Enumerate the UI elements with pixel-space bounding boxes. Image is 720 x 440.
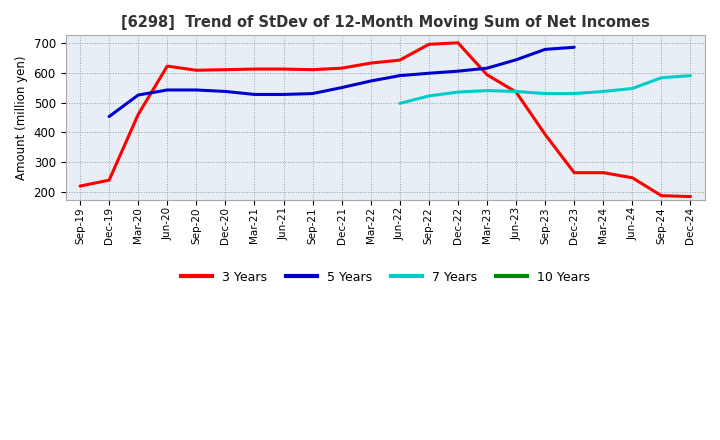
5 Years (454, 69, 462, 74)
3 Years (425, 42, 433, 47)
5 Years (541, 47, 549, 52)
7 Years (512, 89, 521, 94)
5 Years (105, 114, 114, 119)
Legend: 3 Years, 5 Years, 7 Years, 10 Years: 3 Years, 5 Years, 7 Years, 10 Years (176, 265, 595, 289)
3 Years (395, 58, 404, 63)
5 Years (395, 73, 404, 78)
3 Years (366, 60, 375, 66)
7 Years (657, 75, 666, 81)
3 Years (454, 40, 462, 45)
3 Years (134, 112, 143, 117)
7 Years (686, 73, 695, 78)
7 Years (570, 91, 578, 96)
7 Years (628, 86, 636, 91)
5 Years (279, 92, 288, 97)
5 Years (570, 44, 578, 50)
7 Years (599, 89, 608, 94)
3 Years (482, 72, 491, 77)
3 Years (163, 63, 171, 69)
Line: 3 Years: 3 Years (80, 43, 690, 197)
3 Years (279, 66, 288, 72)
3 Years (570, 170, 578, 175)
3 Years (657, 193, 666, 198)
3 Years (541, 132, 549, 137)
5 Years (221, 89, 230, 94)
5 Years (338, 85, 346, 90)
3 Years (338, 66, 346, 71)
3 Years (512, 89, 521, 95)
3 Years (599, 170, 608, 175)
7 Years (541, 91, 549, 96)
7 Years (482, 88, 491, 93)
5 Years (192, 87, 201, 92)
5 Years (512, 57, 521, 62)
5 Years (308, 91, 317, 96)
7 Years (395, 101, 404, 106)
7 Years (425, 93, 433, 99)
Line: 7 Years: 7 Years (400, 76, 690, 103)
3 Years (250, 66, 258, 72)
3 Years (105, 177, 114, 183)
3 Years (221, 67, 230, 72)
3 Years (686, 194, 695, 199)
5 Years (482, 66, 491, 71)
Title: [6298]  Trend of StDev of 12-Month Moving Sum of Net Incomes: [6298] Trend of StDev of 12-Month Moving… (121, 15, 649, 30)
3 Years (76, 183, 84, 189)
Line: 5 Years: 5 Years (109, 47, 574, 117)
3 Years (628, 175, 636, 180)
5 Years (163, 87, 171, 92)
Y-axis label: Amount (million yen): Amount (million yen) (15, 55, 28, 180)
5 Years (250, 92, 258, 97)
3 Years (308, 67, 317, 72)
5 Years (425, 70, 433, 76)
5 Years (134, 92, 143, 98)
3 Years (192, 68, 201, 73)
5 Years (366, 78, 375, 84)
7 Years (454, 89, 462, 95)
